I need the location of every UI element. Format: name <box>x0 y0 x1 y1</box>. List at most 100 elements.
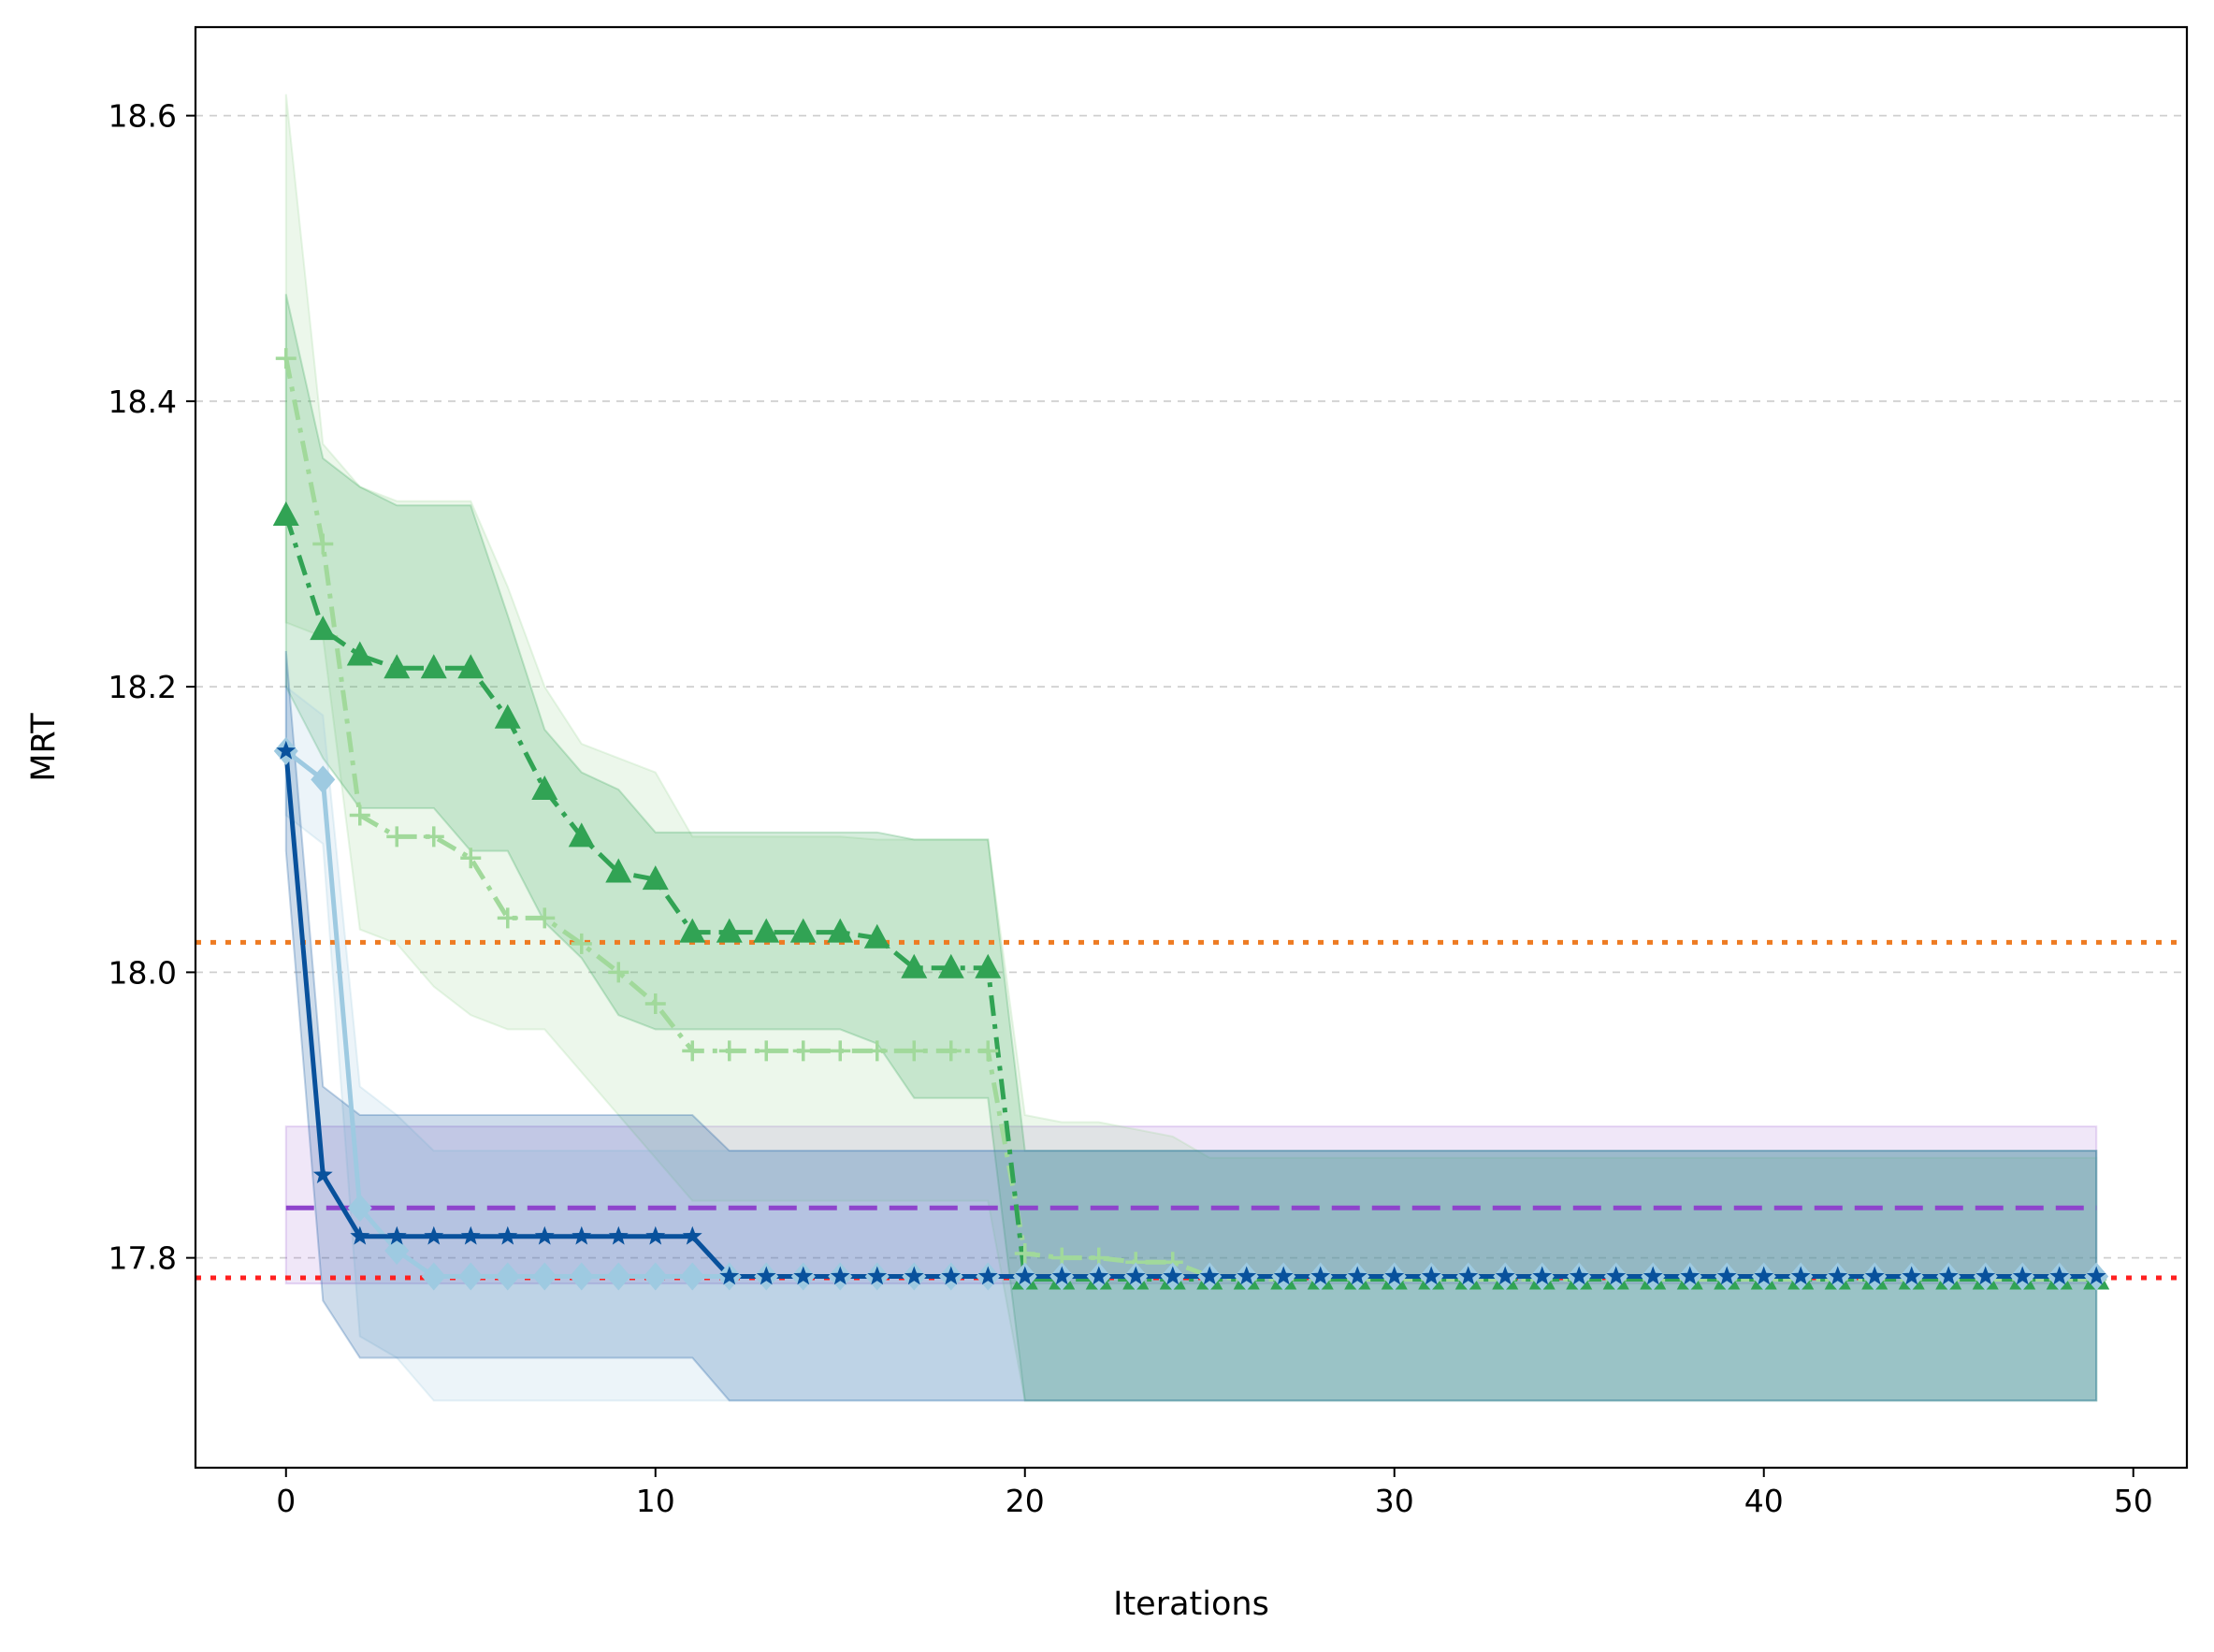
series-3-point <box>1938 1266 1959 1285</box>
y-tick-label: 18.0 <box>109 954 177 991</box>
series-3-point <box>1680 1266 1700 1285</box>
series-0-point <box>792 1040 814 1062</box>
confidence-bands <box>284 94 2098 1402</box>
series-3-point <box>572 1225 592 1245</box>
series-3-point <box>1569 1266 1589 1285</box>
x-axis-label: Iterations <box>1113 1586 1269 1623</box>
series-0-point <box>312 533 334 555</box>
series-3-point <box>1790 1266 1811 1285</box>
series-3-point <box>793 1266 814 1285</box>
series-3-point <box>1089 1266 1109 1285</box>
series-2-band <box>284 685 2098 1402</box>
series-3-point <box>1347 1266 1367 1285</box>
series-3-point <box>608 1225 629 1245</box>
series-1-point <box>789 918 817 943</box>
series-0-point <box>644 993 666 1014</box>
series-1-point <box>679 918 706 943</box>
series-2-point <box>643 1262 668 1291</box>
series-3-point <box>1495 1266 1515 1285</box>
series-3-point <box>534 1225 555 1245</box>
series-0-point <box>349 804 370 826</box>
y-axis-ticks: 17.8 18.0 18.2 18.4 18.6 <box>109 98 195 1277</box>
series-0-point <box>460 848 482 869</box>
y-tick-label: 18.4 <box>109 384 177 420</box>
series-1-point <box>272 500 299 526</box>
series-1-point <box>642 865 669 891</box>
x-tick-label: 20 <box>1006 1483 1045 1519</box>
series-3-point <box>941 1266 962 1285</box>
series-2-point <box>495 1262 520 1291</box>
series-3-point <box>1975 1266 1996 1285</box>
series-3-point <box>2049 1266 2070 1285</box>
series-1-point <box>568 822 595 848</box>
series-1-point <box>346 641 373 666</box>
x-axis-ticks: 0 10 20 30 40 50 <box>276 1468 2153 1519</box>
series-0-point <box>386 826 408 848</box>
series-0-point <box>275 348 297 370</box>
series-1-point <box>863 923 890 949</box>
series-0-point <box>571 933 592 954</box>
series-3-point <box>1273 1266 1294 1285</box>
series-0-point <box>423 826 444 848</box>
series-3-point <box>1125 1266 1146 1285</box>
x-tick-label: 0 <box>276 1483 296 1519</box>
series-3-point <box>1902 1266 1922 1285</box>
series-0-point <box>866 1040 888 1062</box>
series-0-line <box>283 357 2097 1282</box>
series-1-point <box>605 858 632 883</box>
series-0-point <box>497 907 518 929</box>
series-3-point <box>830 1266 850 1285</box>
series-3-point <box>1532 1266 1553 1285</box>
series-3-point <box>1754 1266 1774 1285</box>
series-3-point <box>1606 1266 1627 1285</box>
series-3-point <box>1015 1266 1035 1285</box>
series-markers <box>272 348 2110 1291</box>
series-3-point <box>312 1165 333 1183</box>
series-3-point <box>1384 1266 1405 1285</box>
grid-lines <box>195 114 2187 1259</box>
series-1-point <box>937 953 964 978</box>
series-2-point <box>311 765 336 794</box>
series-1-band <box>284 294 2098 1402</box>
series-2-point <box>347 1194 372 1223</box>
series-3-point <box>1458 1266 1479 1285</box>
series-2-point <box>680 1262 705 1291</box>
series-3-point <box>1421 1266 1441 1285</box>
series-3-point <box>645 1225 666 1245</box>
series-1-point <box>753 918 780 943</box>
series-1-point <box>420 654 447 679</box>
series-0-point <box>682 1040 703 1062</box>
y-tick-label: 18.6 <box>109 98 177 135</box>
series-3-point <box>1199 1266 1220 1285</box>
series-2-point <box>458 1262 484 1291</box>
series-3-band <box>284 650 2098 1402</box>
series-3-point <box>1642 1266 1663 1285</box>
series-1-point <box>383 654 411 679</box>
series-3-point <box>350 1225 370 1245</box>
series-3-point <box>2086 1266 2106 1285</box>
series-2-point <box>532 1262 557 1291</box>
series-3-point <box>460 1225 481 1245</box>
x-tick-label: 30 <box>1375 1483 1414 1519</box>
series-0-point <box>904 1040 925 1062</box>
series-3-point <box>756 1266 776 1285</box>
series-3-point <box>1051 1266 1072 1285</box>
series-3-point <box>867 1266 888 1285</box>
y-axis-label: MRT <box>25 713 63 782</box>
series-0-point <box>977 1040 999 1062</box>
series-1-point <box>494 703 521 729</box>
x-tick-label: 40 <box>1744 1483 1784 1519</box>
series-3-point <box>276 740 297 760</box>
series-3-point <box>719 1266 740 1285</box>
series-3-point <box>1716 1266 1737 1285</box>
series-3-point <box>1237 1266 1257 1285</box>
series-0-point <box>534 907 556 929</box>
series-2-point <box>606 1262 631 1291</box>
series-3-point <box>386 1225 407 1245</box>
series-3-point <box>1163 1266 1183 1285</box>
series-2-point <box>569 1262 594 1291</box>
series-0-point <box>718 1040 740 1062</box>
series-2-point <box>384 1237 410 1266</box>
series-0-point <box>830 1040 851 1062</box>
